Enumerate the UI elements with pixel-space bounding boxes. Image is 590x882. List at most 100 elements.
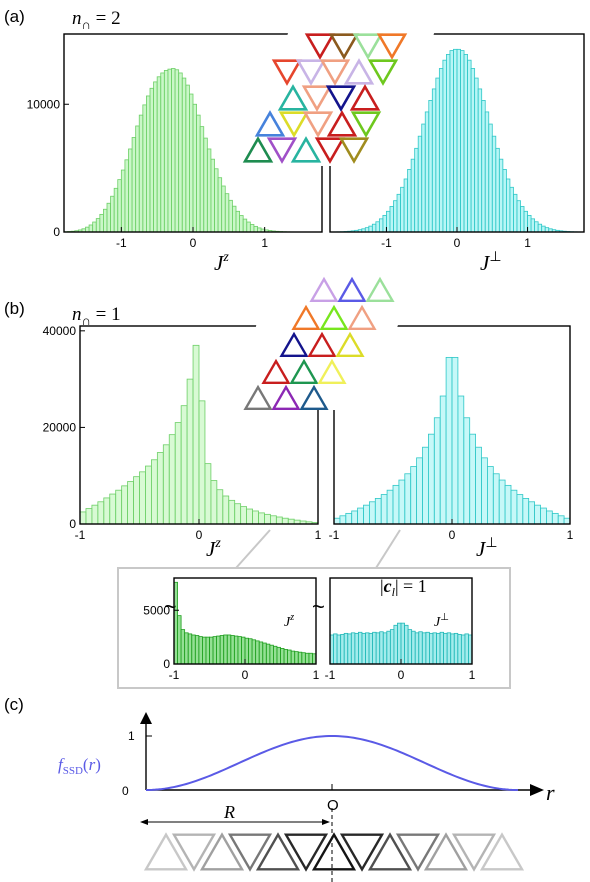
histogram-bar — [537, 223, 543, 233]
histogram-bar — [557, 515, 565, 525]
histogram-bar — [192, 344, 200, 525]
histogram-bar — [431, 88, 437, 233]
histogram-bar — [194, 635, 200, 665]
histogram-bar — [174, 69, 180, 233]
fssd-curve — [145, 734, 519, 791]
histogram-bar — [85, 508, 93, 525]
histogram-bar — [491, 135, 497, 233]
x-tick-label: 0 — [398, 668, 405, 682]
y-tick-label: 10000 — [27, 97, 61, 111]
histogram-bar — [509, 186, 514, 233]
histogram-bar — [304, 652, 310, 665]
lattice-triangle-up — [243, 384, 273, 410]
y-tick-label: 20000 — [43, 420, 77, 434]
histogram-bar — [142, 104, 147, 233]
histogram-bar — [106, 202, 111, 233]
histogram-bar — [235, 210, 240, 233]
lattice-a — [238, 28, 436, 166]
histogram-bar — [308, 652, 313, 665]
lattice-triangle-up — [347, 304, 377, 330]
histogram-bar — [474, 77, 479, 233]
y-tick-label: 5000 — [143, 603, 170, 617]
histogram-bar — [146, 95, 151, 233]
histogram-bar — [446, 54, 451, 233]
lattice-triangle-down — [271, 59, 303, 86]
lattice-triangle-down — [302, 111, 334, 138]
histogram-bar — [392, 484, 400, 525]
lattice-triangle-up — [299, 384, 329, 410]
histogram-bar — [403, 178, 409, 233]
histogram-bar — [272, 645, 278, 665]
lattice-triangle-up — [289, 358, 319, 384]
histogram-bar — [139, 471, 146, 525]
histogram-bar — [210, 480, 218, 525]
histogram-bar — [361, 632, 366, 665]
histogram-bar — [95, 218, 101, 233]
histogram-bar — [481, 457, 488, 525]
histogram-bar — [453, 632, 459, 665]
histogram-bar — [184, 632, 189, 665]
lattice-triangle-up — [261, 358, 291, 384]
histogram-bar — [363, 504, 370, 525]
c-ytick-1-label: 1 — [128, 729, 135, 743]
histogram-bar — [178, 72, 183, 233]
histogram-bar — [505, 178, 511, 233]
c-ytick-0-label: 0 — [122, 784, 129, 798]
lattice-triangle-up — [326, 110, 358, 137]
histogram-bar — [534, 504, 541, 525]
histogram-bar — [438, 68, 444, 233]
histogram-bar — [371, 223, 377, 233]
lattice-triangle-up — [242, 136, 274, 163]
histogram-bar — [477, 88, 483, 233]
histogram-bar — [380, 494, 388, 525]
histogram-bar — [484, 111, 490, 233]
histogram-bar — [374, 498, 382, 525]
histogram-bar — [393, 200, 398, 233]
r-axis-label: r — [546, 780, 555, 805]
histogram-bar — [516, 494, 524, 525]
lattice-a-backdrop — [238, 28, 436, 166]
histogram-bar — [469, 433, 477, 525]
histogram-bar — [425, 631, 430, 665]
histogram-bar — [185, 84, 190, 233]
histogram-bar — [463, 54, 468, 233]
panel-label-c: (c) — [4, 695, 24, 714]
histogram-bar — [230, 635, 235, 665]
x-tick-label: -1 — [169, 668, 180, 682]
histogram-bar — [228, 199, 233, 233]
histogram-bar — [460, 634, 466, 665]
histogram-bar — [421, 123, 426, 233]
histogram-bar — [404, 473, 412, 525]
histogram-bar — [124, 159, 129, 233]
histogram-bar — [205, 636, 210, 665]
histogram-bar — [407, 629, 413, 665]
chart-b-right: -1 0 1 — [329, 325, 574, 542]
histogram-bar — [410, 158, 416, 233]
histogram-bar — [445, 356, 453, 525]
lattice-triangle-down — [350, 111, 382, 138]
histogram-bar — [88, 224, 94, 233]
y-tick-label: 0 — [163, 657, 170, 671]
lattice-triangle-down — [266, 137, 298, 164]
histogram-bar — [301, 652, 306, 665]
histogram-bar — [347, 633, 352, 665]
histogram-bar — [336, 634, 342, 665]
histogram-bar — [520, 206, 525, 233]
histogram-bar — [128, 148, 133, 233]
lattice-triangle-down — [278, 111, 310, 138]
histogram-bar — [372, 631, 377, 665]
histogram-bar — [253, 225, 258, 233]
histogram-bar — [251, 639, 257, 665]
histogram-bar — [333, 633, 338, 665]
histogram-bar — [196, 114, 201, 233]
histogram-bar — [167, 68, 172, 233]
histogram-bar — [439, 395, 447, 525]
histogram-bar — [224, 193, 230, 233]
histogram-bar — [398, 479, 406, 525]
lattice-triangle-up — [367, 832, 413, 871]
lattice-triangle-down — [325, 85, 357, 112]
xlabel-b-left: Jz — [206, 536, 221, 561]
histogram-bar — [510, 489, 518, 525]
histogram-bar — [287, 518, 295, 525]
y-tick-label: 0 — [53, 225, 60, 239]
